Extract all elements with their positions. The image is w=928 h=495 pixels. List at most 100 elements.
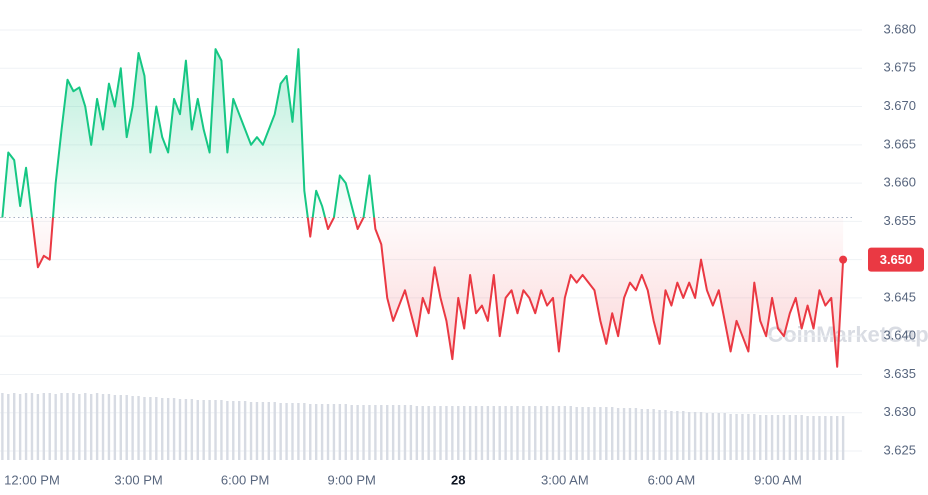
volume-bar — [380, 405, 383, 460]
volume-bar — [753, 414, 756, 460]
price-line — [1, 48, 845, 368]
volume-bar — [687, 412, 691, 460]
volume-bar — [551, 406, 555, 460]
volume-bar — [291, 403, 294, 460]
y-tick-label: 3.635 — [883, 366, 916, 381]
volume-bar — [344, 404, 347, 460]
volume-bar — [640, 409, 644, 460]
volume-bar — [439, 406, 442, 460]
volume-bar — [504, 406, 507, 460]
y-tick-label: 3.655 — [883, 213, 916, 228]
volume-bar — [285, 403, 288, 460]
volume-bar — [309, 404, 312, 460]
volume-bar — [208, 400, 211, 460]
volume-bar — [391, 405, 395, 460]
x-tick-label: 12:00 PM — [4, 472, 60, 487]
volume-bar — [468, 406, 472, 460]
area — [2, 49, 844, 367]
volume-bar — [137, 396, 140, 460]
volume-bar — [273, 402, 276, 460]
volume-bar — [36, 394, 40, 460]
volume-bar — [78, 394, 81, 460]
volume-bar — [605, 407, 608, 460]
volume-bar — [107, 394, 111, 460]
volume-bar — [557, 406, 561, 460]
volume-bar — [314, 404, 318, 460]
volume-bar — [451, 406, 454, 460]
volume-bar — [457, 406, 460, 460]
y-tick-label: 3.660 — [883, 175, 916, 190]
volume-bar — [486, 406, 490, 460]
y-tick-label: 3.665 — [883, 136, 916, 151]
volume-bar — [818, 416, 821, 460]
y-tick-label: 3.630 — [883, 404, 916, 419]
volume-bar — [841, 416, 845, 460]
volume-bar — [72, 393, 75, 460]
volume-bar — [575, 407, 578, 460]
volume-bar — [125, 395, 128, 460]
volume-bar — [462, 406, 466, 460]
volume-bar — [534, 406, 537, 460]
volume-bar — [255, 402, 259, 460]
volume-bar — [735, 414, 738, 460]
volume-bar — [776, 415, 780, 460]
volume-bar — [226, 401, 229, 460]
volume-bar — [89, 394, 93, 460]
volume-bar — [368, 405, 371, 460]
volume-bar — [1, 393, 4, 460]
price-tag — [868, 247, 924, 272]
volume-bar — [764, 415, 768, 460]
volume-bar — [84, 393, 87, 460]
volume-bar — [800, 415, 803, 460]
x-tick-label: 3:00 PM — [114, 472, 162, 487]
volume-bar — [830, 416, 833, 460]
volume-bar — [362, 405, 365, 460]
volume-bar — [676, 411, 679, 460]
volume-bar — [628, 408, 632, 460]
volume-bar — [95, 393, 99, 460]
volume-bar — [54, 394, 57, 460]
volume-bar — [172, 398, 176, 460]
volume-bar — [699, 412, 703, 460]
volume-bar — [634, 408, 638, 460]
y-tick-label: 3.670 — [883, 98, 916, 113]
volume-bar — [196, 400, 199, 460]
volume-bar — [510, 406, 513, 460]
volume-bar — [539, 406, 543, 460]
volume-bar — [386, 405, 389, 460]
volume-bar — [741, 414, 744, 460]
volume-bar — [279, 403, 282, 460]
volume-bar — [202, 400, 205, 460]
volume-bar — [717, 413, 720, 460]
volume-bar — [24, 393, 28, 460]
volume-bar — [42, 393, 46, 460]
volume-bar — [593, 407, 596, 460]
volume-bar — [374, 405, 377, 460]
y-tick-label: 3.625 — [883, 442, 916, 457]
volume-bar — [155, 397, 158, 460]
volume-bar — [474, 406, 478, 460]
volume-bar — [664, 410, 667, 460]
volume-bar — [498, 406, 501, 460]
volume-bar — [824, 416, 827, 460]
volume-bar — [616, 408, 620, 460]
volume-bar — [711, 413, 715, 460]
volume-bar — [350, 405, 353, 460]
volume-bar — [782, 415, 786, 460]
volume-bar — [723, 413, 726, 460]
volume-bar — [599, 407, 602, 460]
watermark: CoinMarketCap — [767, 322, 928, 347]
volume-bar — [338, 404, 342, 460]
volume-bar — [646, 409, 649, 460]
y-tick-label: 3.675 — [883, 60, 916, 75]
volume-bar — [421, 406, 424, 460]
volume-bar — [747, 414, 750, 460]
volume-bar — [705, 413, 709, 460]
volume-bar — [320, 404, 324, 460]
volume-bar — [261, 402, 265, 460]
volume-bar — [427, 406, 430, 460]
volume-bar — [563, 406, 567, 460]
volume-bar — [415, 406, 419, 460]
volume-bar — [18, 394, 22, 460]
